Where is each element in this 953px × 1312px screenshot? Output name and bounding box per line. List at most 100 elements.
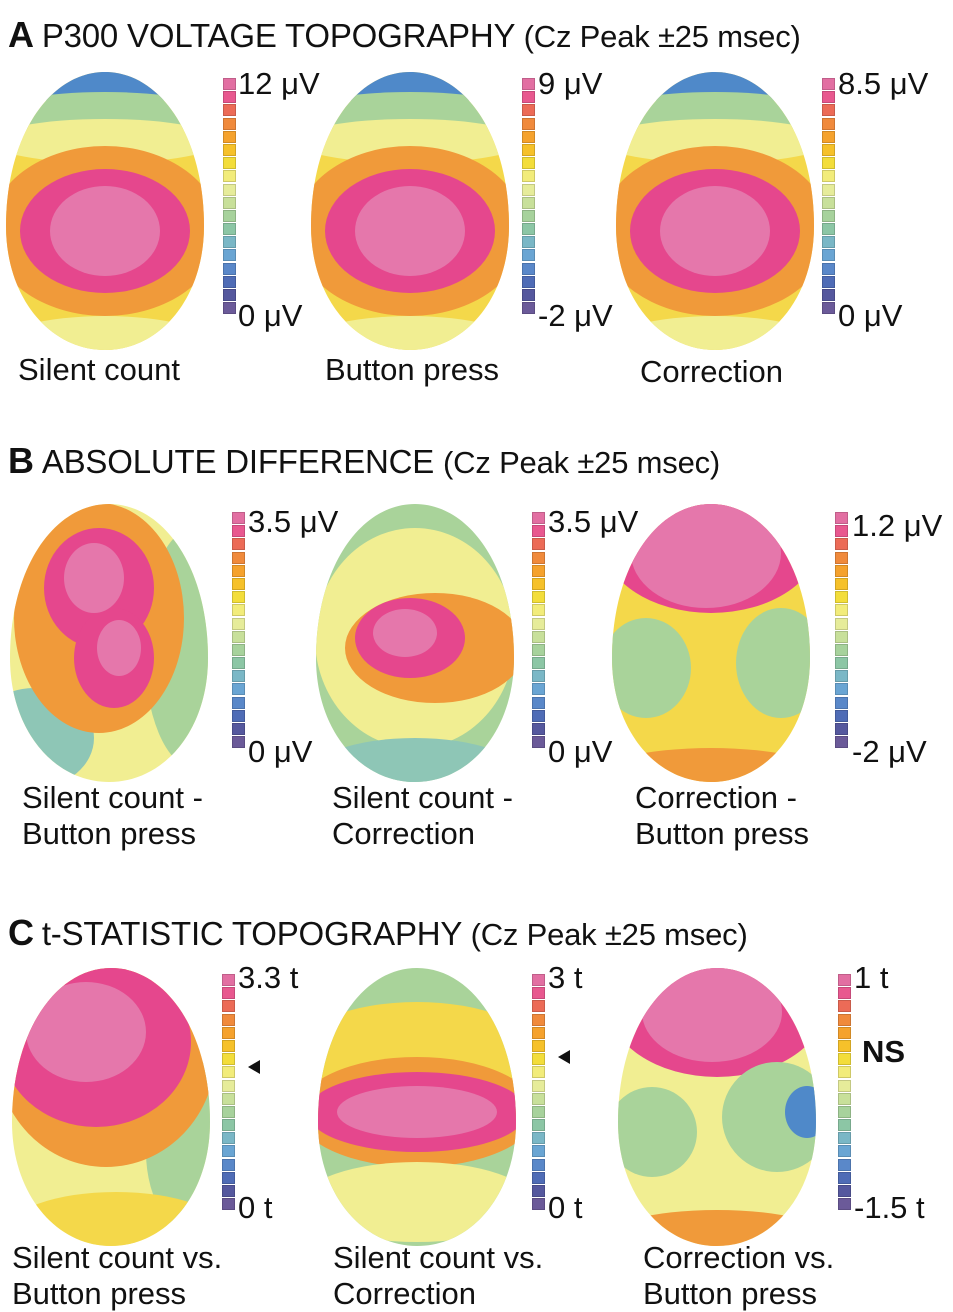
scale-swatch bbox=[522, 91, 535, 104]
scale-swatch bbox=[223, 262, 236, 275]
scale-swatch bbox=[223, 117, 236, 130]
scale-swatch bbox=[822, 157, 835, 170]
topography-region bbox=[311, 316, 509, 350]
scale-swatch bbox=[522, 78, 535, 90]
scale-swatch bbox=[838, 1185, 851, 1197]
scale-swatch bbox=[822, 275, 835, 288]
scale-max-label: 3.5 μV bbox=[548, 504, 639, 539]
scale-swatch bbox=[222, 1105, 235, 1118]
scale-max-label: 3.3 t bbox=[238, 960, 299, 995]
scale-swatch bbox=[223, 275, 236, 288]
scale-swatch bbox=[232, 723, 245, 735]
scale-swatch bbox=[532, 723, 545, 735]
scale-swatch bbox=[232, 657, 245, 670]
scale-swatch bbox=[532, 1171, 545, 1184]
scale-swatch bbox=[835, 577, 848, 590]
map-caption: Button press bbox=[325, 352, 500, 387]
scale-swatch bbox=[532, 1092, 545, 1105]
scale-swatch bbox=[822, 117, 835, 130]
topomap-a-silent-count bbox=[0, 66, 210, 356]
topography-region bbox=[6, 119, 204, 163]
ns-label: NS bbox=[862, 1034, 906, 1069]
color-scale bbox=[223, 78, 237, 315]
color-scale bbox=[835, 512, 849, 749]
color-scale bbox=[838, 974, 852, 1211]
scale-swatch bbox=[532, 1013, 545, 1026]
scale-swatch bbox=[532, 630, 545, 643]
scale-swatch bbox=[532, 577, 545, 590]
topography-region bbox=[373, 609, 437, 657]
scale-swatch bbox=[835, 736, 848, 749]
scale-swatch bbox=[222, 1026, 235, 1039]
topography-region bbox=[320, 72, 500, 108]
scale-swatch bbox=[232, 512, 245, 524]
topography-region bbox=[612, 618, 691, 718]
scale-swatch bbox=[232, 564, 245, 577]
scale-swatch bbox=[838, 1132, 851, 1145]
scale-swatch bbox=[838, 1079, 851, 1092]
scale-swatch bbox=[822, 78, 835, 90]
scale-swatch bbox=[822, 209, 835, 222]
topography-region bbox=[311, 119, 509, 163]
topography-region bbox=[26, 982, 146, 1082]
topography-region bbox=[660, 186, 770, 276]
scale-swatch bbox=[222, 1066, 235, 1079]
scale-swatch bbox=[532, 987, 545, 1000]
scale-swatch bbox=[532, 1198, 545, 1211]
scale-swatch bbox=[223, 302, 236, 315]
scale-min-label: -1.5 t bbox=[854, 1190, 925, 1225]
scale-swatch bbox=[838, 1066, 851, 1079]
scale-swatch bbox=[522, 289, 535, 301]
topography-region bbox=[616, 119, 814, 163]
scale-swatch bbox=[532, 617, 545, 630]
scale-swatch bbox=[232, 577, 245, 590]
scale-swatch bbox=[222, 1039, 235, 1052]
scale-min-label: 0 μV bbox=[838, 298, 903, 333]
scale-swatch bbox=[232, 538, 245, 551]
scale-min-label: 0 t bbox=[548, 1190, 583, 1225]
scale-max-label: 1.2 μV bbox=[852, 508, 943, 543]
scale-swatch bbox=[223, 78, 236, 90]
topography-region bbox=[64, 543, 124, 613]
scale-swatch bbox=[835, 696, 848, 709]
scale-max-label: 1 t bbox=[854, 960, 889, 995]
scale-swatch bbox=[532, 1066, 545, 1079]
scale-swatch bbox=[838, 1119, 851, 1132]
scale-swatch bbox=[522, 130, 535, 143]
scale-swatch bbox=[532, 1119, 545, 1132]
scale-swatch bbox=[835, 643, 848, 656]
scale-swatch bbox=[522, 223, 535, 236]
scale-swatch bbox=[838, 1145, 851, 1158]
scale-swatch bbox=[532, 551, 545, 564]
scale-swatch bbox=[532, 1145, 545, 1158]
scale-swatch bbox=[222, 1198, 235, 1211]
scale-swatch bbox=[222, 1119, 235, 1132]
scale-swatch bbox=[522, 117, 535, 130]
color-scale bbox=[232, 512, 246, 749]
scale-swatch bbox=[822, 196, 835, 209]
color-scale bbox=[522, 78, 536, 315]
scale-swatch bbox=[232, 604, 245, 617]
scale-swatch bbox=[232, 736, 245, 749]
scale-swatch bbox=[223, 130, 236, 143]
topography-region bbox=[318, 1162, 516, 1242]
scale-swatch bbox=[223, 170, 236, 183]
scale-swatch bbox=[822, 143, 835, 156]
color-scale bbox=[532, 512, 546, 749]
scale-swatch bbox=[835, 723, 848, 735]
scale-swatch bbox=[838, 974, 851, 986]
scale-swatch bbox=[835, 683, 848, 696]
color-scale bbox=[222, 974, 236, 1211]
topography-region bbox=[316, 738, 514, 782]
scale-swatch bbox=[522, 104, 535, 117]
map-caption: Correction vs. Button press bbox=[643, 1240, 835, 1311]
scale-max-label: 3 t bbox=[548, 960, 583, 995]
scale-swatch bbox=[223, 157, 236, 170]
scale-swatch bbox=[532, 974, 545, 986]
scale-swatch bbox=[835, 525, 848, 538]
scale-swatch bbox=[232, 617, 245, 630]
scale-swatch bbox=[838, 1158, 851, 1171]
section-a-title: A P300 VOLTAGE TOPOGRAPHY (Cz Peak ±25 ms… bbox=[8, 14, 801, 55]
scale-swatch bbox=[532, 538, 545, 551]
